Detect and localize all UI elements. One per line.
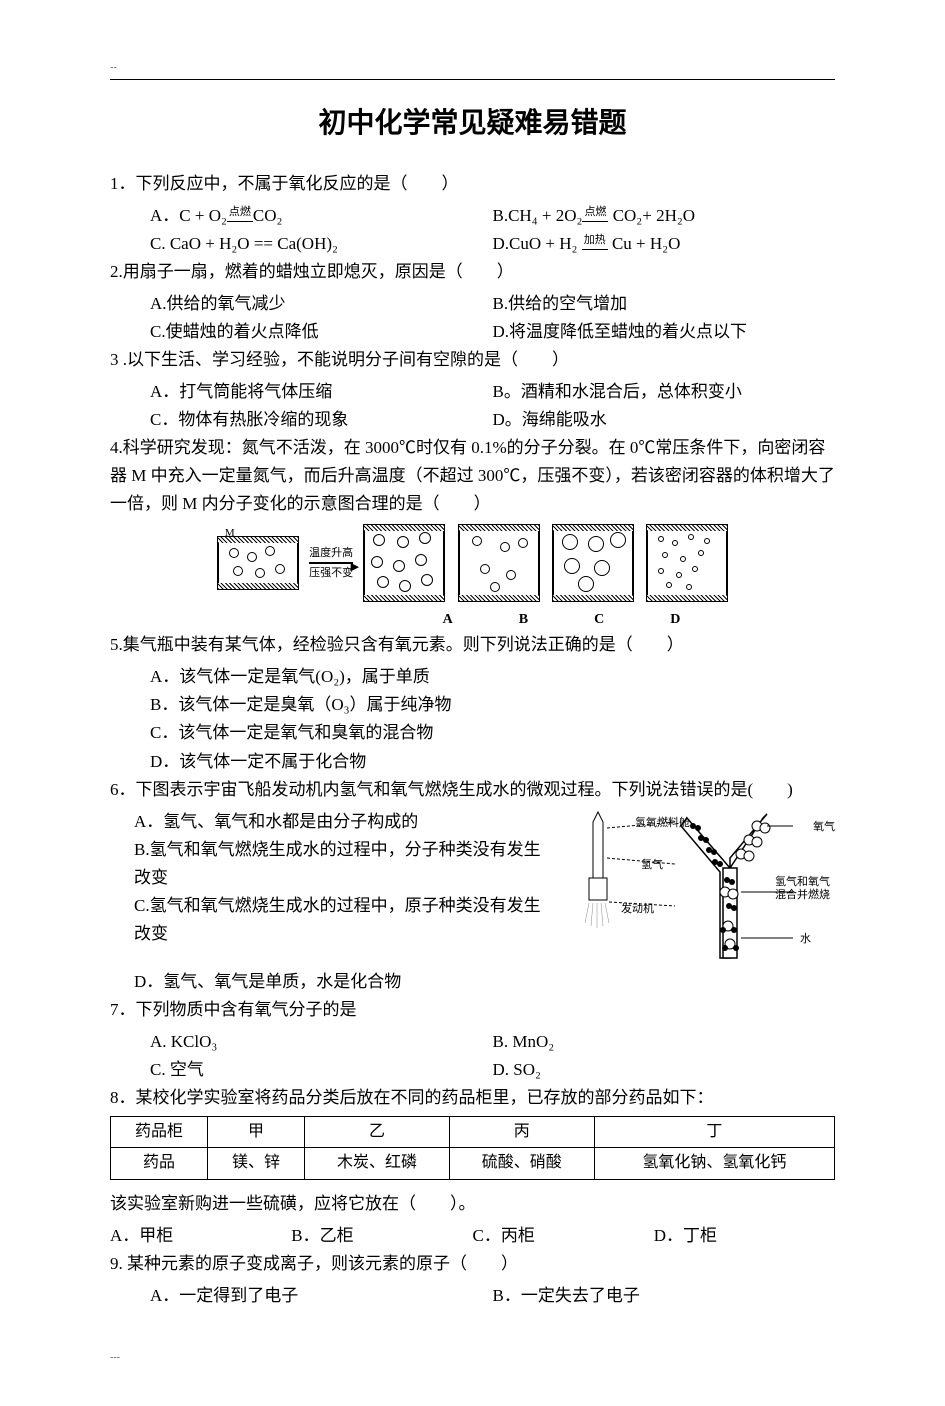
table-cell: 药品柜 — [111, 1116, 208, 1147]
q9-opt-a: A．一定得到了电子 — [150, 1282, 493, 1310]
q7-options: A. KClO₃ B. MnO₂ C. 空气 D. SO₂ — [110, 1028, 835, 1084]
q3-opt-a: A．打气筒能将气体压缩 — [150, 378, 493, 406]
q1-opt-d: D.CuO + H₂ 加热 Cu + H₂O — [493, 230, 836, 258]
table-cell: 丙 — [449, 1116, 594, 1147]
q7-opt-b: B. MnO₂ — [493, 1028, 836, 1056]
q1-opt-c: C. CaO + H₂O == Ca(OH)₂ — [150, 230, 493, 258]
question-9: 9. 某种元素的原子变成离子，则该元素的原子（ ） — [110, 1250, 835, 1278]
q4-box-a — [363, 524, 445, 602]
q5-opt-c: C．该气体一定是氧气和臭氧的混合物 — [150, 719, 835, 747]
table-cell: 药品 — [111, 1148, 208, 1179]
q6-label-o2: 氧气 — [813, 818, 835, 836]
page-header-line — [110, 79, 835, 80]
question-2: 2.用扇子一扇，燃着的蜡烛立即熄灭，原因是（ ） — [110, 258, 835, 286]
q3-opt-c: C．物体有热胀冷缩的现象 — [150, 406, 493, 434]
q8-table: 药品柜 甲 乙 丙 丁 药品 镁、锌 木炭、红磷 硫酸、硝酸 氢氧化钠、氢氧化钙 — [110, 1116, 835, 1180]
q5-opt-b: B．该气体一定是臭氧（O₃）属于纯净物 — [150, 691, 835, 719]
question-8: 8．某校化学实验室将药品分类后放在不同的药品柜里，已存放的部分药品如下： — [110, 1084, 835, 1112]
q9-options: A．一定得到了电子 B．一定失去了电子 — [110, 1282, 835, 1310]
table-cell: 乙 — [305, 1116, 450, 1147]
q6-label-engine: 发动机 — [621, 900, 654, 918]
q2-opt-b: B.供给的空气增加 — [493, 290, 836, 318]
q5-opt-d: D．该气体一定不属于化合物 — [150, 748, 835, 776]
q1-opt-b: B.CH₄ + 2O₂点燃 CO₂+ 2H₂O — [493, 202, 836, 230]
q4-box-c — [552, 524, 634, 602]
q5-options: A．该气体一定是氧气(O₂)，属于单质 B．该气体一定是臭氧（O₃）属于纯净物 … — [110, 663, 835, 775]
q8-text2: 该实验室新购进一些硫磺，应将它放在（ ）。 — [110, 1190, 835, 1218]
table-cell: 丁 — [594, 1116, 834, 1147]
q6-opt-d: D．氢气、氧气是单质，水是化合物 — [110, 968, 835, 996]
question-7: 7．下列物质中含有氧气分子的是 — [110, 996, 835, 1024]
table-cell: 氢氧化钠、氢氧化钙 — [594, 1148, 834, 1179]
q3-options: A．打气筒能将气体压缩 B。酒精和水混合后，总体积变小 C．物体有热胀冷缩的现象… — [110, 378, 835, 434]
q4-box-b — [458, 524, 540, 602]
question-6: 6．下图表示宇宙飞船发动机内氢气和氧气燃烧生成水的微观过程。下列说法错误的是( … — [110, 776, 835, 804]
table-cell: 硫酸、硝酸 — [449, 1148, 594, 1179]
table-cell: 镁、锌 — [208, 1148, 305, 1179]
q1-opt-a: A．C + O₂点燃CO₂ — [150, 202, 493, 230]
q4-arrow: 温度升高 ▶ 压强不变 — [309, 544, 353, 582]
q1-options: A．C + O₂点燃CO₂ B.CH₄ + 2O₂点燃 CO₂+ 2H₂O C.… — [110, 202, 835, 258]
q8-opt-d: D．丁柜 — [654, 1222, 835, 1250]
page-header-mark: -- — [110, 60, 835, 77]
question-1: 1．下列反应中，不属于氧化反应的是（ ） — [110, 170, 835, 198]
q8-options: A．甲柜 B．乙柜 C．丙柜 D．丁柜 — [110, 1222, 835, 1250]
q6-label-h2: 氢气 — [641, 856, 663, 874]
q6-label-tank: 氢氧燃料舱 — [635, 814, 690, 832]
page-footer-mark: --- — [110, 1350, 835, 1367]
q7-opt-d: D. SO₂ — [493, 1056, 836, 1084]
table-row: 药品 镁、锌 木炭、红磷 硫酸、硝酸 氢氧化钠、氢氧化钙 — [111, 1148, 835, 1179]
q9-opt-b: B．一定失去了电子 — [493, 1282, 836, 1310]
q3-opt-d: D。海绵能吸水 — [493, 406, 836, 434]
q4-labels: A B C D — [110, 608, 835, 631]
q6-label-mix: 氢气和氧气混合并燃烧 — [775, 876, 835, 902]
q7-opt-c: C. 空气 — [150, 1056, 493, 1084]
question-4: 4.科学研究发现：氮气不活泼，在 3000℃时仅有 0.1%的分子分裂。在 0℃… — [110, 434, 835, 518]
q2-options: A.供给的氧气减少 B.供给的空气增加 C.使蜡烛的着火点降低 D.将温度降低至… — [110, 290, 835, 346]
table-cell: 木炭、红磷 — [305, 1148, 450, 1179]
q6-figure: 氢氧燃料舱 氢气 发动机 氧气 氢气和氧气混合并燃烧 水 — [565, 808, 835, 968]
q4-box-d — [646, 524, 728, 602]
q2-opt-c: C.使蜡烛的着火点降低 — [150, 318, 493, 346]
q2-opt-a: A.供给的氧气减少 — [150, 290, 493, 318]
page-title: 初中化学常见疑难易错题 — [110, 100, 835, 146]
q8-opt-b: B．乙柜 — [291, 1222, 472, 1250]
q7-opt-a: A. KClO₃ — [150, 1028, 493, 1056]
table-row: 药品柜 甲 乙 丙 丁 — [111, 1116, 835, 1147]
q4-diagram: M 温度升高 ▶ 压强不变 — [110, 524, 835, 602]
q8-opt-a: A．甲柜 — [110, 1222, 291, 1250]
q6-label-water: 水 — [800, 930, 811, 948]
q4-box-m: M — [217, 536, 299, 590]
table-cell: 甲 — [208, 1116, 305, 1147]
question-5: 5.集气瓶中装有某气体，经检验只含有氧元素。则下列说法正确的是（ ） — [110, 631, 835, 659]
q2-opt-d: D.将温度降低至蜡烛的着火点以下 — [493, 318, 836, 346]
q8-opt-c: C．丙柜 — [473, 1222, 654, 1250]
q5-opt-a: A．该气体一定是氧气(O₂)，属于单质 — [150, 663, 835, 691]
question-3: 3 .以下生活、学习经验，不能说明分子间有空隙的是（ ） — [110, 346, 835, 374]
q3-opt-b: B。酒精和水混合后，总体积变小 — [493, 378, 836, 406]
